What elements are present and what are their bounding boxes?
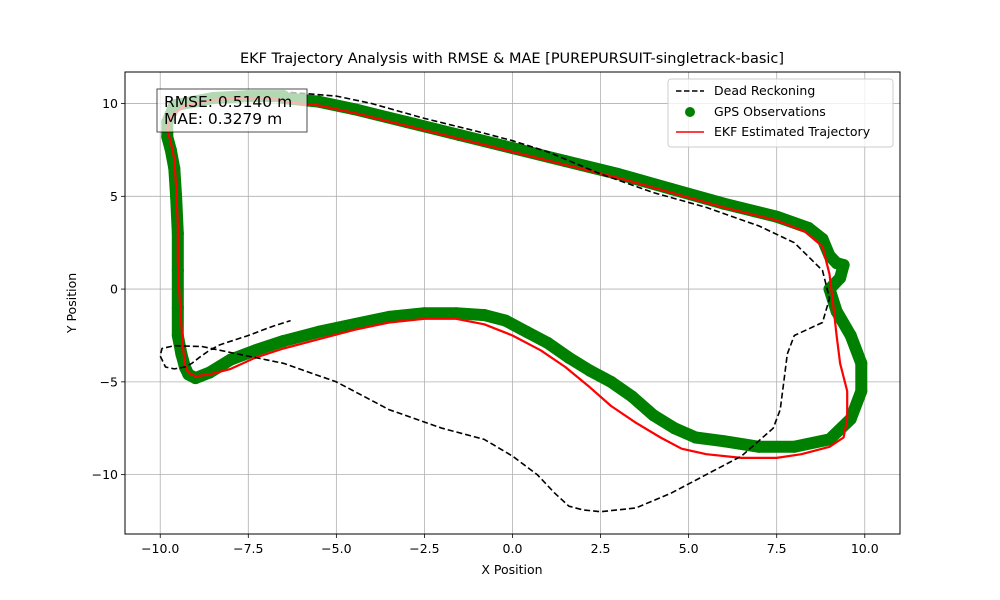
- y-axis-ticks: −10 −5 0 5 10: [92, 96, 125, 482]
- x-tick-label: −10.0: [141, 541, 179, 556]
- gps-point: [626, 390, 639, 403]
- gps-point: [788, 440, 801, 453]
- gps-point: [647, 409, 660, 422]
- gps-point: [855, 357, 868, 370]
- y-tick-label: 0: [110, 282, 118, 297]
- gps-point: [347, 318, 360, 331]
- gps-point: [541, 336, 554, 349]
- gps-point: [277, 335, 290, 348]
- ekf-estimated-trajectory-line: [166, 96, 849, 459]
- grid: [125, 72, 900, 534]
- gps-point: [562, 351, 575, 364]
- mae-text: MAE: 0.3279 m: [164, 110, 282, 128]
- gps-point: [823, 433, 836, 446]
- x-axis-label: X Position: [481, 562, 542, 577]
- gps-point: [837, 258, 850, 271]
- legend-ekf-label: EKF Estimated Trajectory: [714, 124, 871, 139]
- gps-point: [753, 440, 766, 453]
- gps-point: [224, 353, 237, 366]
- y-axis-label: Y Position: [64, 273, 79, 334]
- gps-point: [823, 283, 836, 296]
- x-tick-label: 0.0: [503, 541, 523, 556]
- x-tick-label: −7.5: [233, 541, 263, 556]
- x-tick-label: −2.5: [409, 541, 439, 556]
- legend-gps-swatch: [685, 107, 695, 117]
- gps-point: [605, 375, 618, 388]
- x-tick-label: 10.0: [851, 541, 879, 556]
- series-ekf-estimated-trajectory: [166, 96, 849, 459]
- y-tick-label: −10: [92, 467, 118, 482]
- x-axis-ticks: −10.0 −7.5 −5.0 −2.5 0.0 2.5 5.0 7.5 10.0: [141, 534, 879, 556]
- gps-point: [478, 309, 491, 322]
- x-tick-label: −5.0: [321, 541, 351, 556]
- dead-reckoning-line: [159, 91, 831, 513]
- gps-point: [816, 232, 829, 245]
- y-tick-label: −5: [100, 374, 118, 389]
- gps-point: [668, 422, 681, 435]
- legend-gps-label: GPS Observations: [714, 104, 826, 119]
- chart-title: EKF Trajectory Analysis with RMSE & MAE …: [240, 51, 784, 67]
- gps-point: [450, 307, 463, 320]
- y-tick-label: 10: [102, 96, 118, 111]
- series-dead-reckoning: [159, 91, 831, 513]
- legend-box: [667, 78, 894, 148]
- gps-point: [383, 310, 396, 323]
- gps-point: [834, 271, 847, 284]
- gps-point: [717, 435, 730, 448]
- x-tick-label: 5.0: [679, 541, 699, 556]
- gps-point: [249, 344, 262, 357]
- gps-point: [689, 431, 702, 444]
- gps-point: [171, 301, 184, 314]
- gps-point: [499, 314, 512, 327]
- gps-point: [520, 325, 533, 338]
- gps-point: [844, 329, 857, 342]
- x-tick-label: 2.5: [591, 541, 611, 556]
- gps-point: [855, 385, 868, 398]
- annotation-box: [156, 88, 308, 133]
- gps-point: [584, 364, 596, 377]
- legend: Dead Reckoning GPS Observations EKF Esti…: [667, 78, 894, 148]
- gps-band: [161, 90, 868, 453]
- y-tick-label: 5: [110, 189, 118, 204]
- gps-point: [418, 307, 431, 320]
- legend-dead-reckoning-label: Dead Reckoning: [714, 83, 815, 98]
- gps-point: [175, 348, 188, 361]
- x-tick-label: 7.5: [767, 541, 787, 556]
- rmse-text: RMSE: 0.5140 m: [164, 93, 292, 111]
- gps-point: [312, 325, 325, 338]
- metrics-annotation: RMSE: 0.5140 m MAE: 0.3279 m: [156, 88, 308, 133]
